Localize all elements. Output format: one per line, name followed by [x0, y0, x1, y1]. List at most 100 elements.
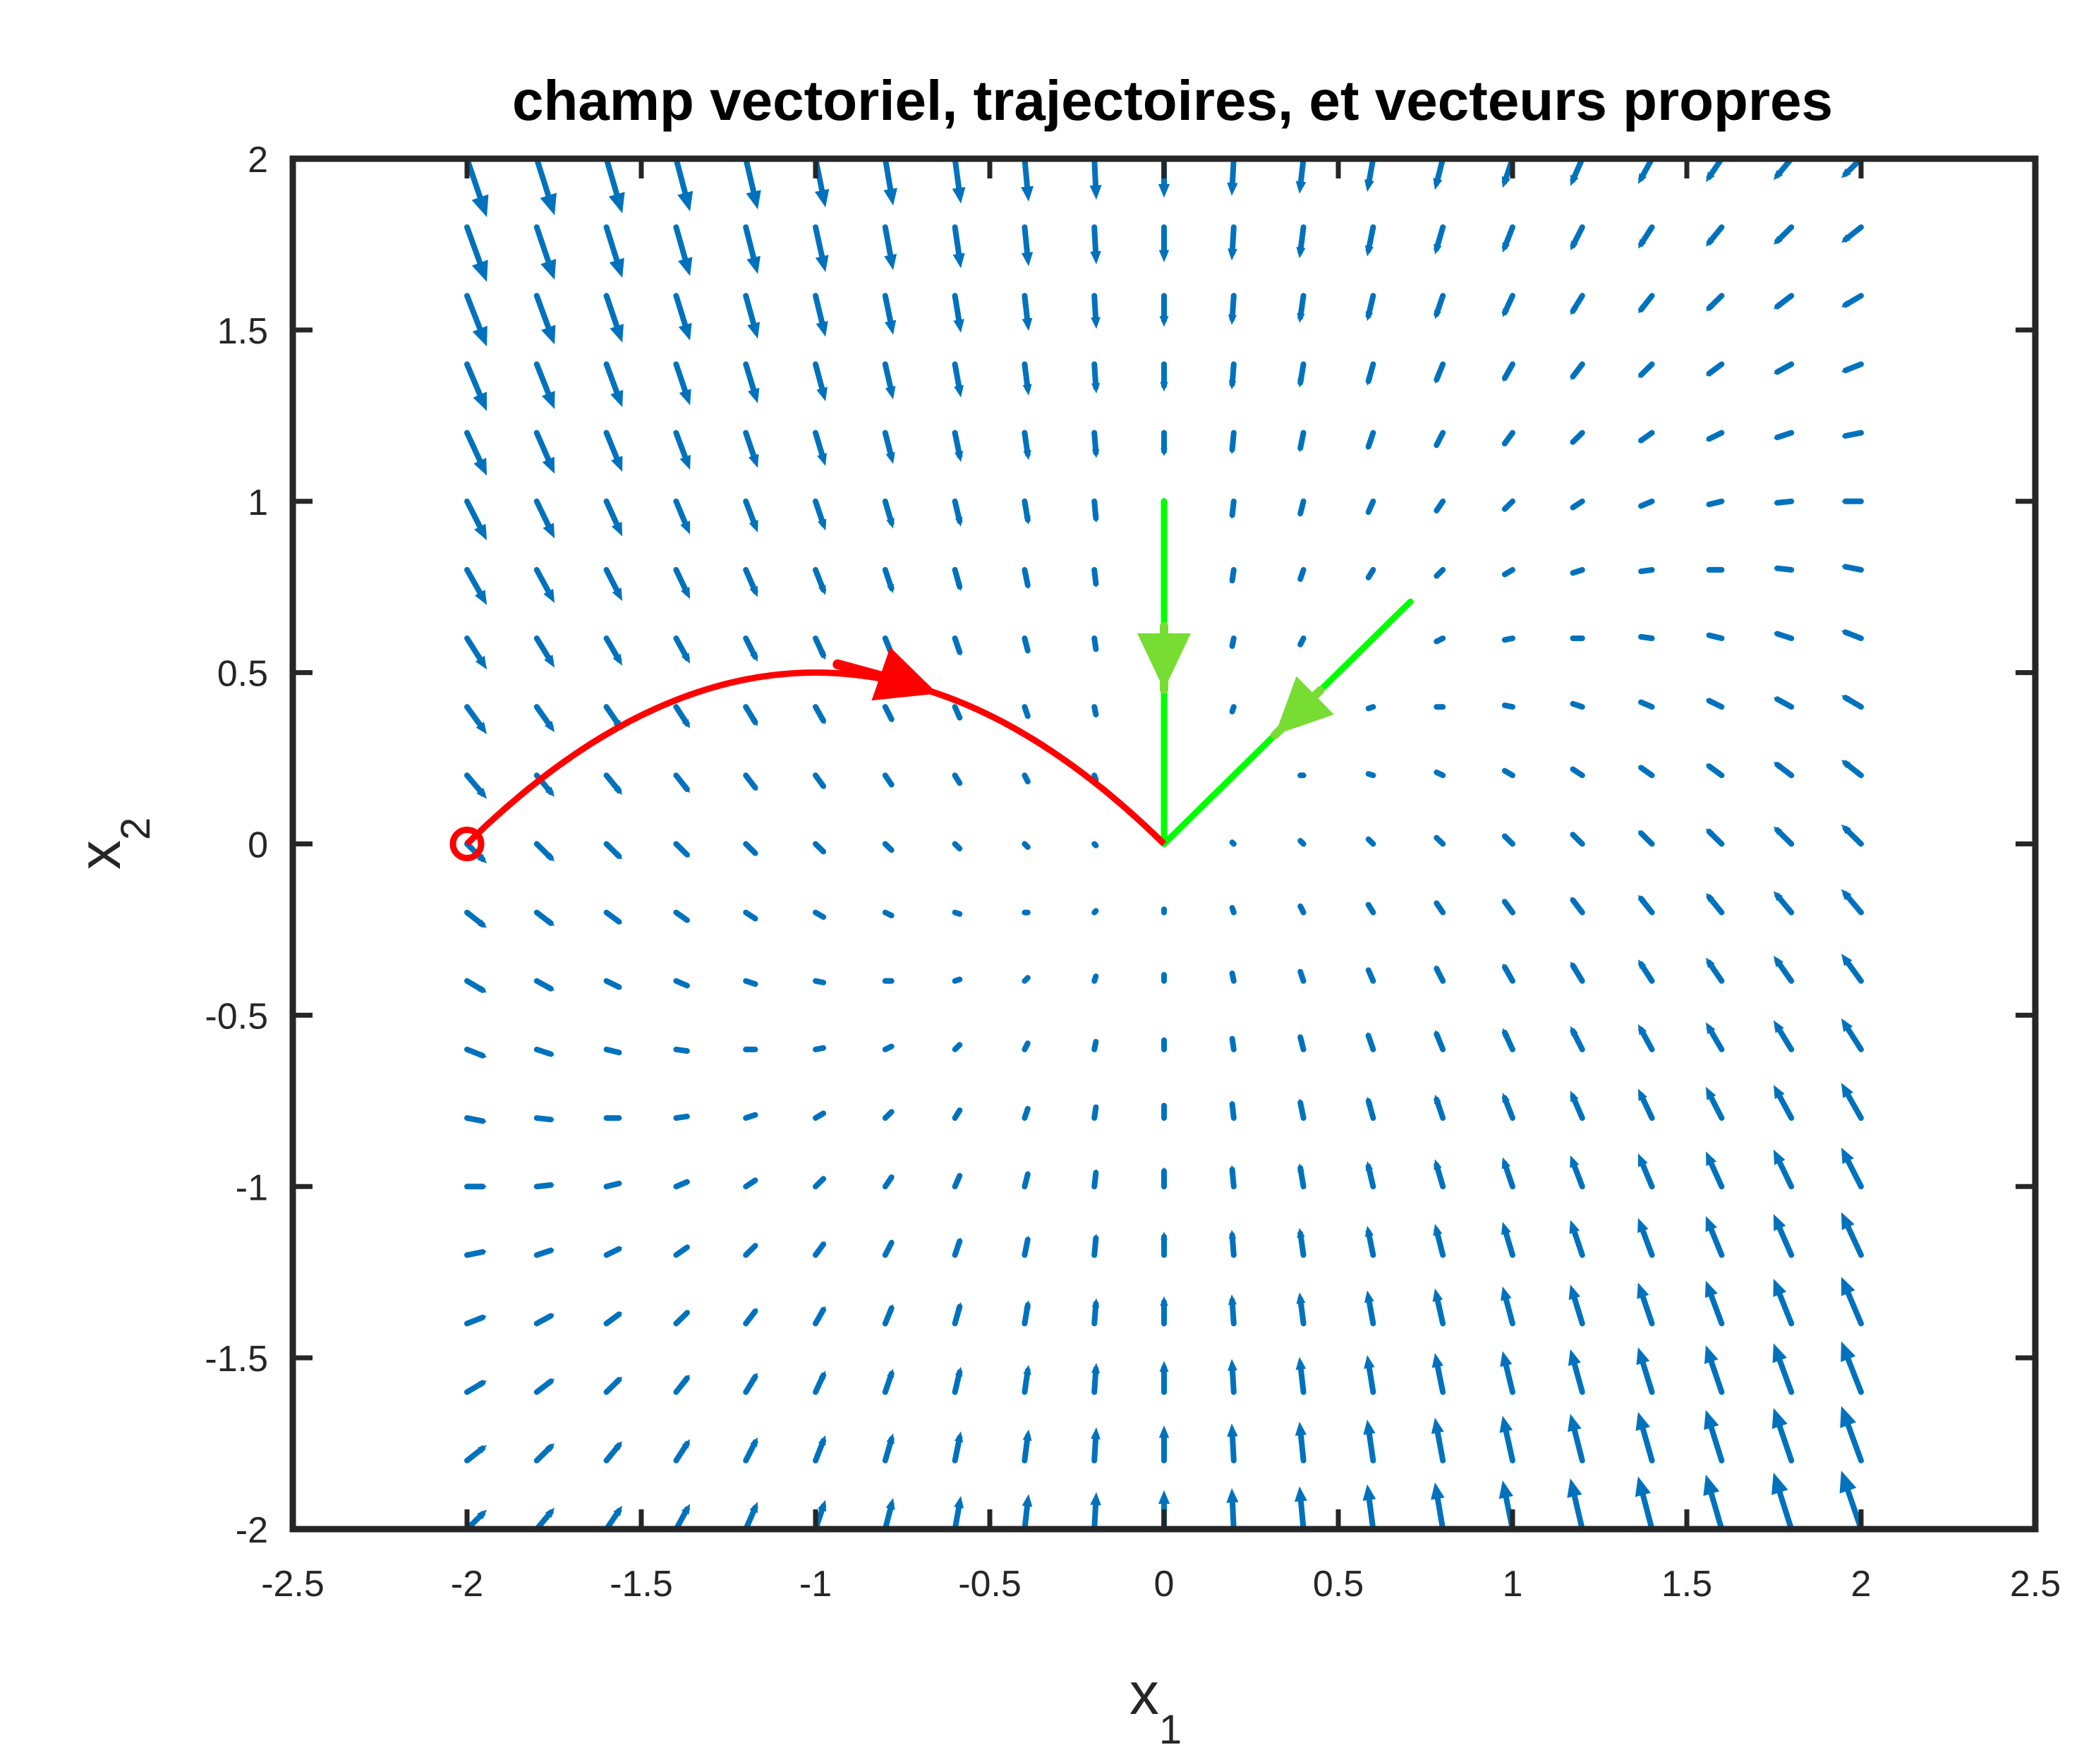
field-arrow-head [1637, 1282, 1649, 1299]
field-arrow-head [1841, 1277, 1855, 1296]
field-arrow [882, 841, 895, 853]
field-arrow-head [1434, 1159, 1442, 1170]
field-arrow-head [753, 981, 758, 985]
field-arrow [1431, 1353, 1446, 1395]
field-arrow-head [1502, 242, 1510, 253]
field-arrow-head [1705, 828, 1714, 837]
field-arrow-head [614, 918, 623, 925]
field-arrow-head [545, 853, 555, 862]
field-arrow [1637, 566, 1655, 575]
field-arrow-head [1022, 384, 1032, 396]
field-arrow-head [1773, 434, 1781, 439]
field-arrow-head [1297, 312, 1305, 323]
field-arrow [464, 430, 487, 476]
field-arrow [1501, 566, 1515, 578]
field-arrow-head [1367, 1032, 1372, 1039]
field-arrow-head [1229, 446, 1236, 454]
field-arrow [533, 635, 555, 668]
field-arrow [1773, 826, 1795, 847]
field-arrow [1570, 361, 1585, 380]
field-arrow [1705, 632, 1725, 641]
field-arrow [882, 293, 897, 335]
field-arrow [1568, 1284, 1585, 1327]
y-axis-label: x2 [66, 817, 159, 870]
field-arrow-head [889, 1110, 893, 1114]
field-arrow-head [1501, 1157, 1510, 1169]
field-arrow-head [752, 1179, 758, 1184]
field-arrow-head [1841, 1341, 1856, 1363]
field-arrow-head [1705, 435, 1713, 441]
curves [449, 498, 1414, 861]
field-arrow-head [887, 1303, 894, 1313]
field-arrow-head [1297, 444, 1304, 453]
field-arrow [673, 772, 691, 793]
field-arrow [743, 1046, 758, 1052]
field-arrow-head [1773, 1279, 1787, 1297]
field-arrow-head [1570, 832, 1577, 839]
field-arrow-head [1637, 765, 1644, 772]
field-arrow-head [1773, 891, 1783, 901]
field-arrow-head [614, 851, 623, 860]
field-arrow [1773, 1214, 1795, 1258]
field-arrow [1705, 1022, 1725, 1052]
field-arrow-head [1367, 707, 1370, 710]
field-arrow-head [957, 1108, 961, 1113]
field-arrow [1365, 771, 1376, 779]
field-arrow-head [1502, 572, 1508, 576]
field-arrow-head [1158, 250, 1170, 262]
field-arrow [1364, 1290, 1376, 1327]
field-arrow [1161, 430, 1168, 456]
field-arrow-head [683, 1310, 691, 1317]
field-arrow-head [818, 1435, 826, 1446]
field-arrow [1501, 635, 1515, 643]
field-arrow-head [1637, 700, 1644, 705]
field-arrow [743, 498, 758, 533]
field-arrow-head [1367, 443, 1372, 451]
field-arrow [1570, 224, 1585, 251]
field-arrow-head [886, 1433, 895, 1444]
field-arrow-head [1366, 1096, 1373, 1105]
field-arrow-head [957, 1043, 961, 1047]
field-arrow-head [1364, 1225, 1374, 1237]
field-arrow [464, 978, 487, 993]
y-tick-label: 0.5 [217, 654, 268, 695]
field-arrow [1570, 832, 1585, 847]
x-tick-label: 1 [1503, 1564, 1523, 1605]
field-arrow-head [1021, 185, 1034, 202]
field-arrow [1570, 156, 1585, 186]
field-arrow [1637, 498, 1655, 509]
field-arrow-head [1024, 1235, 1031, 1243]
field-arrow-head [753, 1047, 758, 1052]
field-arrow-head [1570, 241, 1578, 251]
field-arrow-head [473, 458, 487, 476]
field-arrow-head [1297, 1098, 1304, 1106]
field-arrow [1501, 1286, 1515, 1327]
field-arrow [1635, 1411, 1655, 1464]
field-arrow [743, 1373, 758, 1395]
field-arrow-head [1772, 1343, 1787, 1363]
x-tick-label: -1 [799, 1564, 832, 1605]
field-arrow-head [958, 978, 961, 981]
field-arrow [1362, 1484, 1376, 1532]
field-arrow [1229, 1100, 1237, 1121]
field-arrow [1637, 699, 1655, 710]
field-arrow-head [1163, 908, 1165, 911]
field-arrow [1705, 566, 1725, 573]
field-arrow-head [679, 389, 691, 406]
field-arrow [1091, 1363, 1101, 1395]
field-arrow-head [476, 787, 487, 799]
field-arrow-head [955, 516, 963, 527]
field-arrow-head [681, 1439, 691, 1449]
field-arrow [673, 909, 691, 923]
field-arrow [603, 1180, 623, 1190]
field-arrow-head [887, 583, 894, 594]
field-arrow-head [1435, 640, 1438, 643]
field-arrow-head [747, 322, 761, 339]
field-arrow-head [888, 781, 893, 787]
field-arrow [533, 361, 555, 409]
field-arrow-head [1297, 1163, 1304, 1172]
field-arrow [1365, 430, 1376, 451]
field-arrow-head [1026, 779, 1029, 784]
field-arrow-head [1435, 771, 1438, 774]
field-arrow-head [1637, 371, 1645, 378]
